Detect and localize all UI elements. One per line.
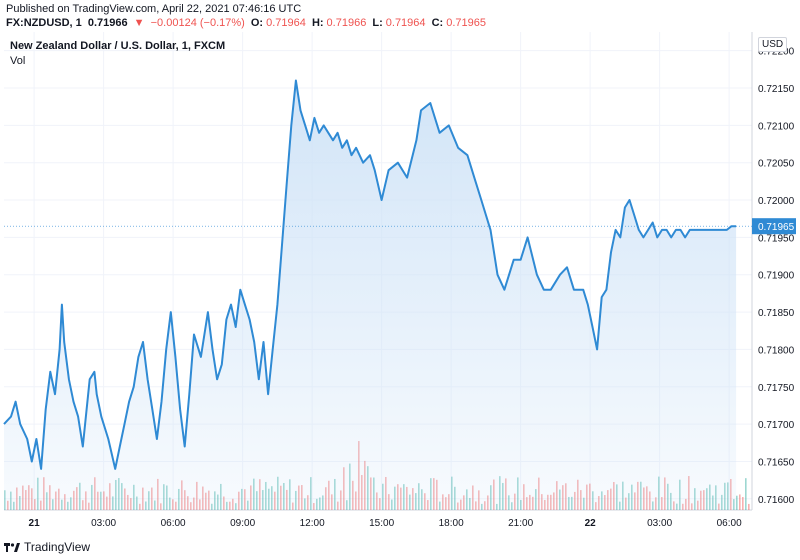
down-arrow-icon: ▼ bbox=[133, 17, 145, 29]
published-line: Published on TradingView.com, April 22, … bbox=[6, 3, 302, 15]
low-label: L: bbox=[372, 17, 383, 29]
volume-bar bbox=[745, 478, 747, 510]
price-chart[interactable]: 0.72200 0.72150 0.72100 0.72050 0.72000 0.719… bbox=[0, 32, 800, 536]
volume-bar bbox=[748, 503, 750, 510]
close-value: 0.71965 bbox=[446, 17, 486, 29]
x-tick-label: 12:00 bbox=[300, 518, 325, 529]
y-tick-label: 0.71650 bbox=[758, 457, 795, 468]
price-line bbox=[3, 79, 737, 470]
x-tick-label: 22 bbox=[585, 518, 597, 529]
x-tick-label: 03:00 bbox=[91, 518, 116, 529]
tradingview-logo-text: TradingView bbox=[24, 540, 91, 554]
y-tick-label: 0.71950 bbox=[758, 233, 795, 244]
x-tick-label: 03:00 bbox=[647, 518, 672, 529]
chart-title: New Zealand Dollar / U.S. Dollar, 1, FXC… bbox=[10, 40, 226, 52]
y-tick-label: 0.71750 bbox=[758, 383, 795, 394]
high-value: 0.71966 bbox=[326, 17, 367, 29]
x-tick-label: 06:00 bbox=[717, 518, 742, 529]
x-tick-label: 06:00 bbox=[161, 518, 186, 529]
high-label: H: bbox=[311, 17, 324, 29]
x-tick-label: 21:00 bbox=[508, 518, 533, 529]
chart-legend: New Zealand Dollar / U.S. Dollar, 1, FXC… bbox=[10, 40, 225, 67]
last-price-tag-label: 0.71965 bbox=[758, 222, 795, 233]
x-tick-label: 21 bbox=[29, 518, 41, 529]
price-area bbox=[4, 80, 737, 510]
y-tick-label: 0.71700 bbox=[758, 420, 795, 431]
currency-button[interactable]: USD bbox=[758, 37, 788, 52]
last-price: 0.71966 bbox=[87, 17, 128, 29]
price-change: −0.00124 (−0.17%) bbox=[150, 17, 245, 29]
y-tick-label: 0.71900 bbox=[758, 271, 795, 282]
y-tick-label: 0.72150 bbox=[758, 84, 795, 95]
volume-bar bbox=[739, 494, 741, 510]
open-value: 0.71964 bbox=[266, 17, 306, 29]
volume-bar bbox=[736, 495, 738, 510]
y-tick-label: 0.72100 bbox=[758, 121, 795, 132]
volume-label: Vol bbox=[10, 55, 26, 67]
footer: TradingView bbox=[0, 536, 800, 560]
close-label: C: bbox=[431, 17, 444, 29]
quote-line: FX:NZDUSD, 1 0.71966 ▼ −0.00124 (−0.17%)… bbox=[6, 17, 489, 29]
volume-bar bbox=[742, 497, 744, 510]
x-tick-label: 15:00 bbox=[369, 518, 394, 529]
y-tick-label: 0.71800 bbox=[758, 345, 795, 356]
low-value: 0.71964 bbox=[385, 17, 426, 29]
y-tick-label: 0.72200 bbox=[758, 47, 795, 58]
open-label: O: bbox=[250, 17, 264, 29]
x-tick-label: 18:00 bbox=[439, 518, 464, 529]
x-tick-label: 09:00 bbox=[230, 518, 255, 529]
last-price-tag bbox=[752, 218, 796, 235]
chart-header: Published on TradingView.com, April 22, … bbox=[0, 0, 800, 34]
chart-area[interactable]: 0.72200 0.72150 0.72100 0.72050 0.72000 0.719… bbox=[0, 32, 800, 536]
tradingview-logo[interactable]: TradingView bbox=[4, 540, 90, 554]
tradingview-logo-icon bbox=[4, 542, 20, 552]
symbol-label: FX:NZDUSD, 1 bbox=[6, 17, 82, 29]
y-tick-label: 0.72050 bbox=[758, 159, 795, 170]
y-tick-label: 0.71600 bbox=[758, 495, 795, 506]
y-tick-label: 0.72000 bbox=[758, 196, 795, 207]
y-tick-label: 0.71850 bbox=[758, 308, 795, 319]
